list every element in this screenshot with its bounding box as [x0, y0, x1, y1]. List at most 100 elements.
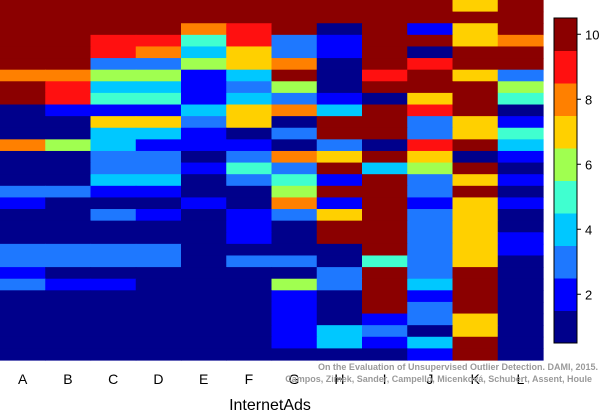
heatmap-cell [0, 92, 46, 106]
heatmap-cell [497, 185, 544, 199]
heatmap-cell [316, 150, 363, 164]
heatmap-cell [271, 34, 318, 48]
heatmap-cell [407, 348, 454, 361]
heatmap-cell [0, 69, 46, 82]
heatmap-cell [90, 116, 137, 129]
heatmap-cell [90, 290, 137, 303]
heatmap-cell [407, 325, 454, 338]
heatmap-cell [316, 162, 363, 175]
heatmap-cell [45, 139, 92, 152]
heatmap-cell [407, 220, 454, 233]
heatmap-cell [0, 58, 46, 71]
heatmap-cell [135, 58, 182, 71]
heatmap-cell [135, 220, 182, 233]
heatmap-cell [362, 290, 408, 303]
colorbar [553, 17, 578, 344]
heatmap-cell [226, 0, 273, 13]
heatmap-cell [407, 232, 454, 245]
heatmap-cell [181, 92, 227, 106]
x-axis-label: InternetAds [229, 397, 311, 413]
heatmap-cell [226, 34, 273, 48]
heatmap-cell [271, 104, 318, 117]
heatmap-cell [0, 11, 46, 24]
heatmap-cell [226, 267, 273, 280]
x-tick-label: C [108, 371, 118, 387]
heatmap-cell [407, 69, 454, 82]
heatmap-cell [316, 34, 363, 48]
heatmap-cell [497, 116, 544, 129]
heatmap-cell [90, 348, 137, 361]
colorbar-swatch [554, 148, 577, 181]
heatmap-cell [497, 220, 544, 233]
heatmap-cell [362, 150, 408, 164]
heatmap-cell [362, 58, 408, 71]
heatmap-cell [226, 116, 273, 129]
heatmap-cell [452, 325, 499, 338]
heatmap-cell [135, 325, 182, 338]
heatmap-cell [497, 34, 544, 48]
heatmap-cell [135, 139, 182, 152]
heatmap-cell [181, 255, 227, 268]
heatmap-cell [135, 23, 182, 36]
heatmap-cell [90, 81, 137, 94]
heatmap-cell [316, 313, 363, 326]
heatmap-cell [362, 46, 408, 59]
heatmap-cell [181, 290, 227, 303]
x-tick-labels: A B C D E F G H I J K L [18, 371, 525, 387]
heatmap-cell [0, 232, 46, 245]
heatmap-cell [226, 104, 273, 117]
x-tick-label: A [18, 371, 28, 387]
heatmap-cell [181, 243, 227, 257]
heatmap-cell [452, 69, 499, 82]
heatmap-cell [0, 162, 46, 175]
heatmap-cell [271, 11, 318, 24]
heatmap-cell [271, 69, 318, 82]
colorbar-swatch [554, 115, 577, 149]
heatmap-cell [316, 46, 363, 59]
heatmap-cell [407, 313, 454, 326]
heatmap-cell [407, 150, 454, 164]
heatmap-cell [407, 162, 454, 175]
heatmap-cell [90, 301, 137, 315]
heatmap-cell [362, 11, 408, 24]
heatmap-cell [497, 104, 544, 117]
heatmap-cell [181, 162, 227, 175]
heatmap-cell [316, 127, 363, 140]
heatmap-cell [135, 150, 182, 164]
heatmap-cell [316, 81, 363, 94]
heatmap-cell [226, 278, 273, 291]
heatmap-cell [497, 255, 544, 268]
heatmap-cell [497, 325, 544, 338]
heatmap-cell [181, 11, 227, 24]
heatmap-cell [452, 104, 499, 117]
heatmap-cell [452, 34, 499, 48]
heatmap-cell [362, 255, 408, 268]
heatmap-cell [226, 23, 273, 36]
heatmap-cell [90, 127, 137, 140]
heatmap-cell [0, 243, 46, 257]
heatmap-cell [271, 243, 318, 257]
heatmap-cell [271, 127, 318, 140]
heatmap-cell [181, 174, 227, 187]
heatmap-cell [452, 243, 499, 257]
heatmap-cell [497, 174, 544, 187]
colorbar-tick-label: 8 [585, 92, 592, 107]
x-tick-label: K [470, 371, 480, 387]
heatmap-cell [90, 267, 137, 280]
heatmap-cell [135, 243, 182, 257]
heatmap-cell [316, 243, 363, 257]
heatmap-cell [407, 301, 454, 315]
heatmap-cell [497, 92, 544, 106]
heatmap-cell [181, 46, 227, 59]
heatmap-cell [497, 139, 544, 152]
heatmap-cell [452, 162, 499, 175]
heatmap-cell [497, 290, 544, 303]
heatmap-cell [226, 174, 273, 187]
heatmap-cell [271, 46, 318, 59]
heatmap-cell [0, 209, 46, 222]
heatmap-cell [135, 92, 182, 106]
heatmap-cell [316, 116, 363, 129]
heatmap-cell [181, 220, 227, 233]
heatmap-cell [316, 11, 363, 24]
